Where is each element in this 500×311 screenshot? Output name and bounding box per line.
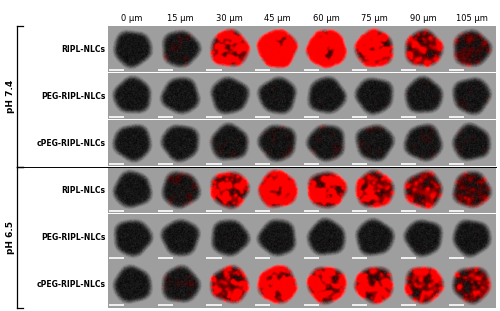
Text: pH 6.5: pH 6.5 (6, 221, 15, 254)
Text: 105 μm: 105 μm (456, 14, 488, 23)
Text: RIPL-NLCs: RIPL-NLCs (62, 44, 106, 53)
Text: cPEG-RIPL-NLCs: cPEG-RIPL-NLCs (36, 280, 106, 289)
Text: RIPL-NLCs: RIPL-NLCs (62, 186, 106, 195)
Text: 90 μm: 90 μm (410, 14, 436, 23)
Text: PEG-RIPL-NLCs: PEG-RIPL-NLCs (41, 233, 106, 242)
Text: 75 μm: 75 μm (361, 14, 388, 23)
Text: PEG-RIPL-NLCs: PEG-RIPL-NLCs (41, 92, 106, 100)
Text: 0 μm: 0 μm (121, 14, 142, 23)
Text: pH 7.4: pH 7.4 (6, 80, 15, 113)
Text: 15 μm: 15 μm (167, 14, 194, 23)
Text: 30 μm: 30 μm (216, 14, 242, 23)
Text: 60 μm: 60 μm (312, 14, 340, 23)
Text: cPEG-RIPL-NLCs: cPEG-RIPL-NLCs (36, 139, 106, 148)
Text: 45 μm: 45 μm (264, 14, 291, 23)
